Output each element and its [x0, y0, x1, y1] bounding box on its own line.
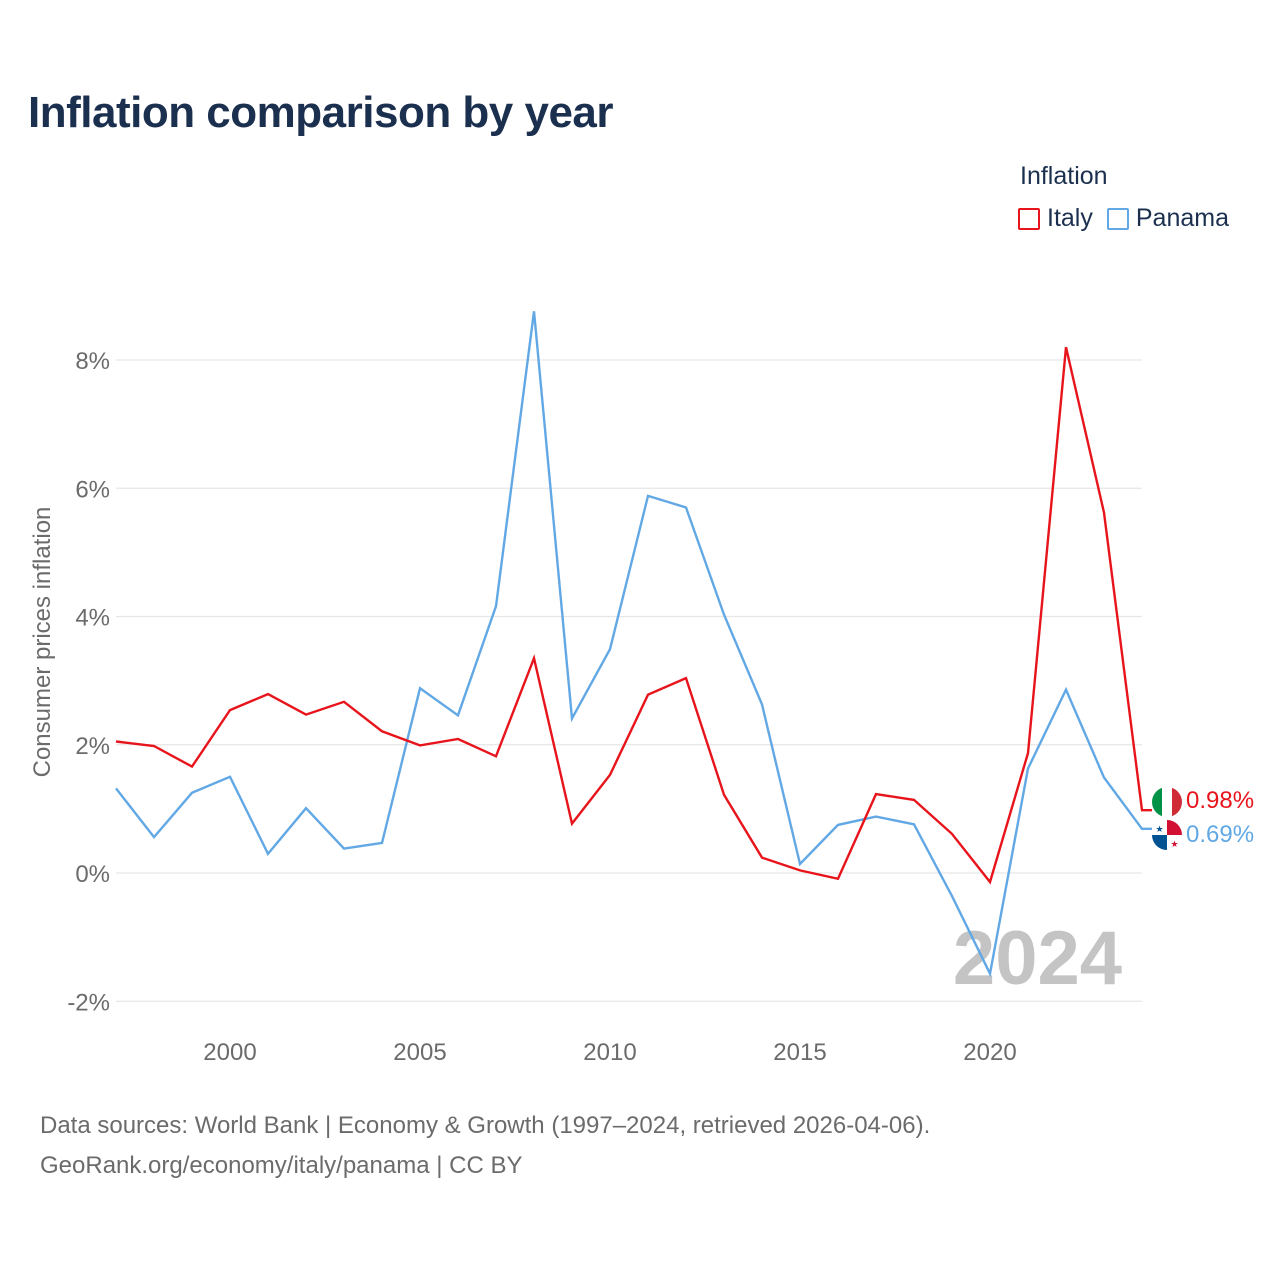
gridlines	[116, 359, 1142, 1002]
x-tick-label: 2010	[583, 1039, 636, 1066]
end-label-panama: 0.69%	[1186, 821, 1254, 848]
y-axis-ticks: -2% 0% 2% 4% 6% 8%	[67, 348, 110, 1016]
series-line-panama	[115, 311, 1152, 978]
y-tick-label: 0%	[75, 861, 110, 888]
y-tick-label: 4%	[75, 605, 110, 632]
legend: Italy Panama	[1018, 204, 1235, 233]
legend-item-panama[interactable]: Panama	[1106, 204, 1229, 233]
x-tick-label: 2005	[393, 1039, 446, 1066]
y-tick-label: 2%	[75, 733, 110, 760]
x-tick-label: 2020	[963, 1039, 1016, 1066]
series-line-italy	[115, 346, 1152, 885]
legend-item-italy[interactable]: Italy	[1018, 204, 1093, 233]
source-line-1: Data sources: World Bank | Economy & Gro…	[40, 1112, 931, 1139]
y-axis-label: Consumer prices inflation	[29, 507, 56, 778]
end-label-italy: 0.98%	[1186, 787, 1254, 814]
legend-swatch-italy	[1018, 207, 1040, 230]
svg-text:★: ★	[1155, 825, 1163, 835]
y-tick-label: 8%	[75, 348, 110, 375]
x-tick-label: 2000	[203, 1039, 256, 1066]
y-tick-label: -2%	[67, 989, 110, 1016]
line-chart: -2% 0% 2% 4% 6% 8% 2000 2005 2010 2015 2020 Consu…	[29, 311, 1254, 1066]
source-note: Data sources: World Bank | Economy & Gro…	[40, 1106, 930, 1186]
italy-flag-icon	[1152, 787, 1182, 817]
panama-flag-icon: ★ ★	[1152, 820, 1182, 850]
y-tick-label: 6%	[75, 476, 110, 503]
year-watermark: 2024	[953, 916, 1122, 1001]
x-tick-label: 2015	[773, 1039, 826, 1066]
x-axis-ticks: 2000 2005 2010 2015 2020	[203, 1039, 1016, 1066]
series-lines	[115, 311, 1152, 978]
end-markers: ★ ★	[1152, 787, 1182, 850]
chart-title: Inflation comparison by year	[28, 88, 614, 137]
svg-text:★: ★	[1170, 840, 1178, 850]
legend-label-italy: Italy	[1047, 204, 1093, 232]
source-line-2: GeoRank.org/economy/italy/panama | CC BY	[40, 1152, 523, 1179]
legend-title: Inflation	[1020, 162, 1108, 190]
legend-swatch-panama	[1106, 207, 1129, 230]
legend-label-panama: Panama	[1135, 204, 1229, 232]
